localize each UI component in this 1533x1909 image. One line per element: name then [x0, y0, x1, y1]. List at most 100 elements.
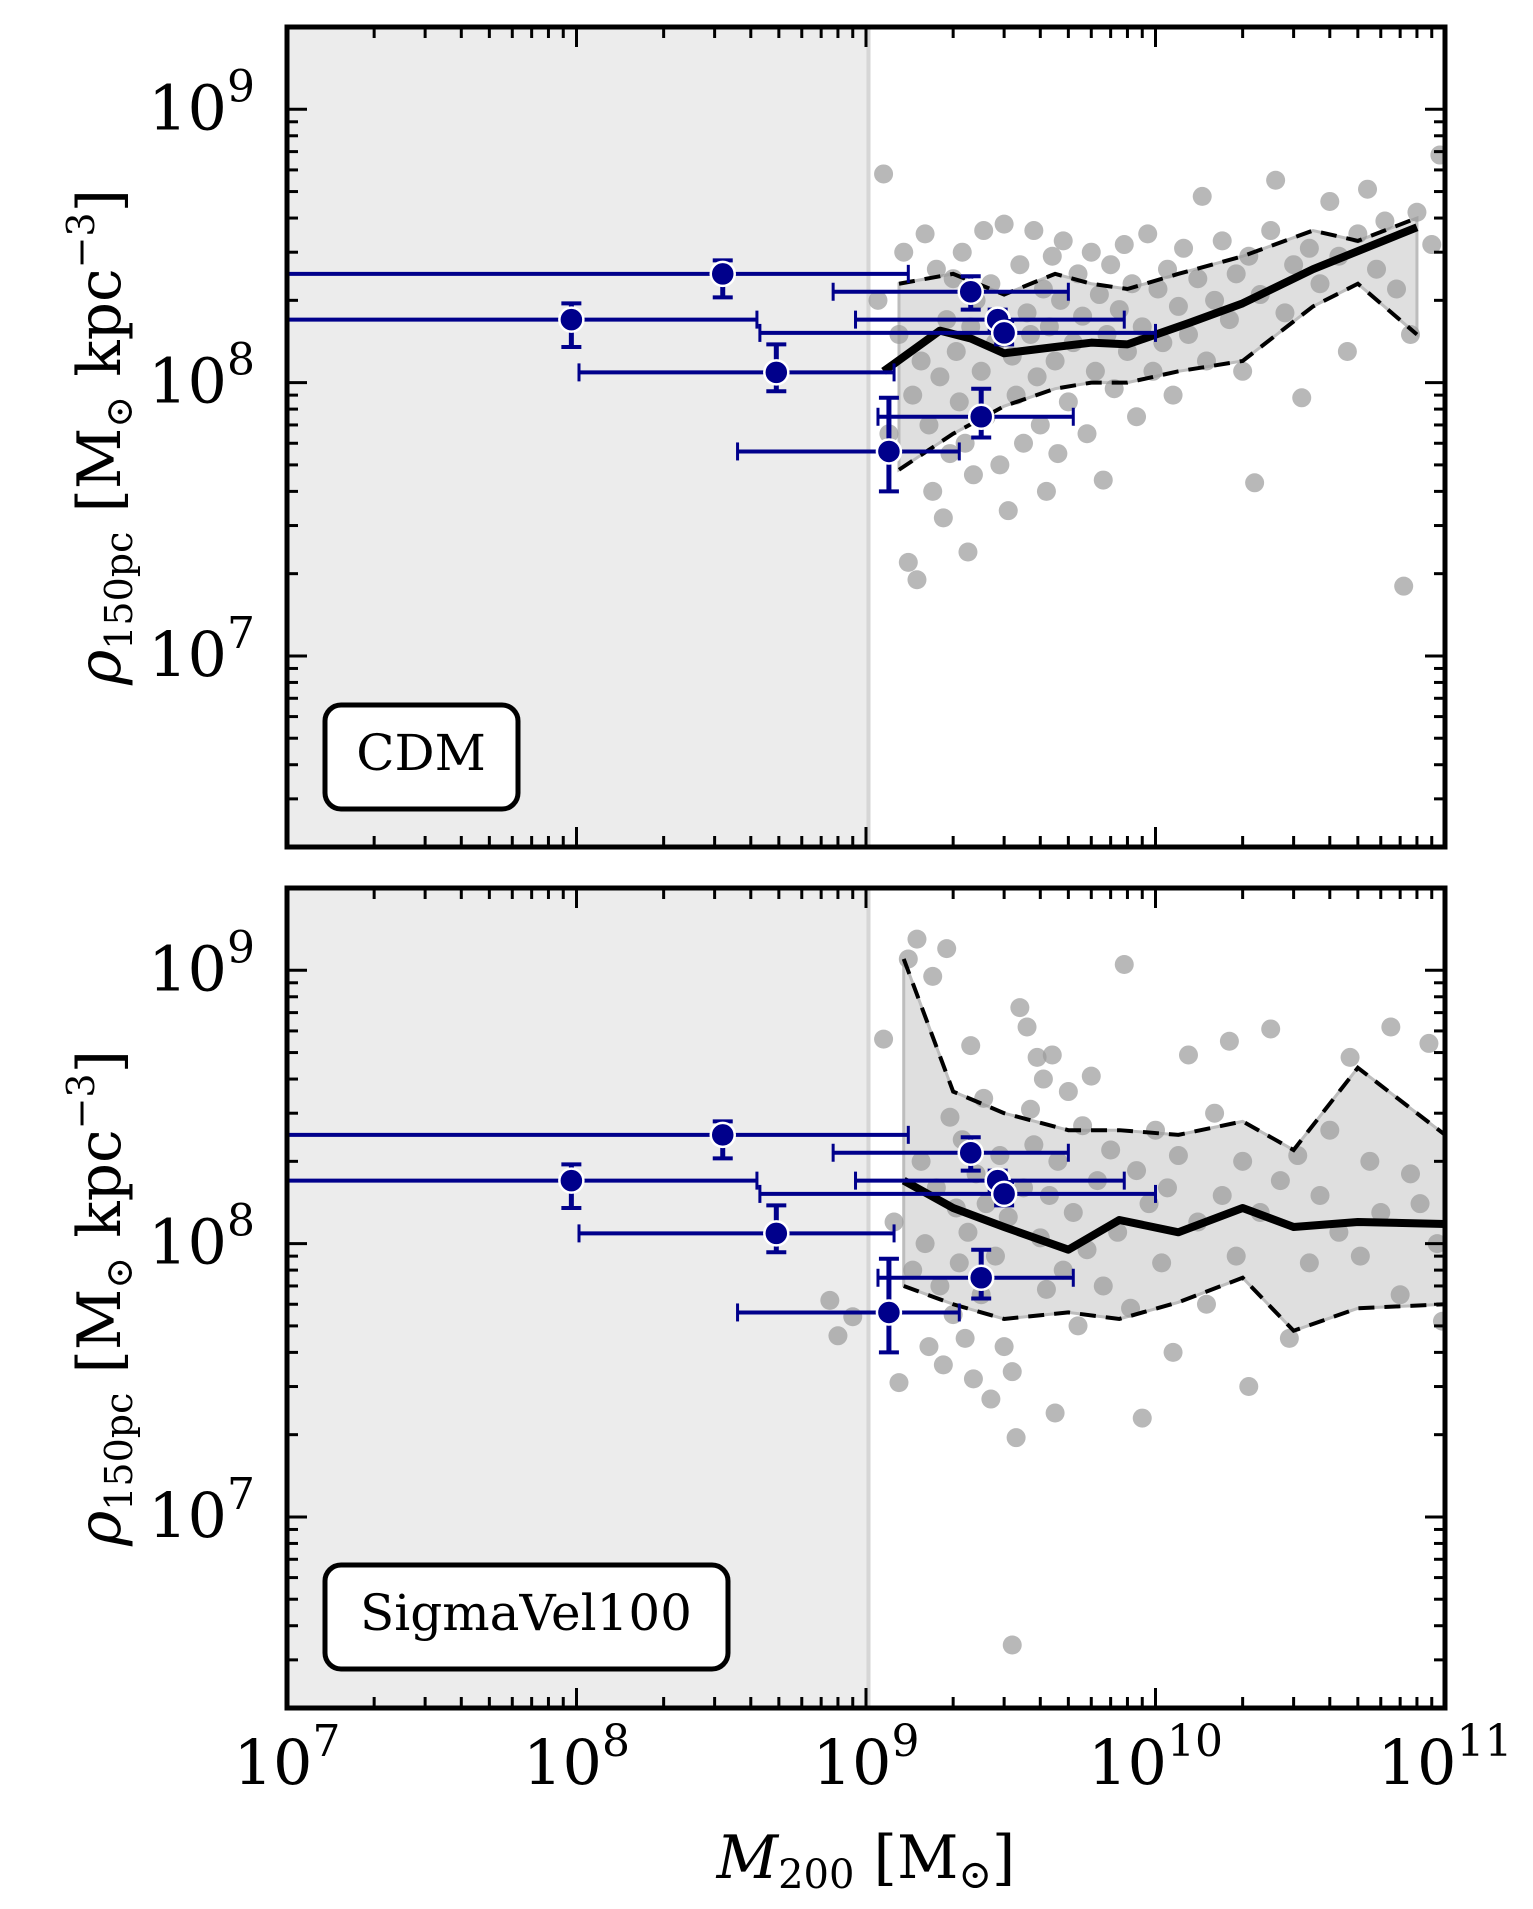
- simulation-point: [1367, 259, 1387, 279]
- simulation-point: [1010, 255, 1030, 275]
- y-tick-label: 109: [148, 922, 255, 1005]
- simulation-point: [1266, 170, 1286, 190]
- observed-marker: [957, 278, 984, 305]
- observed-galaxy: [577, 342, 896, 394]
- simulation-point: [907, 570, 927, 590]
- observed-galaxy: [876, 1247, 1075, 1301]
- simulation-point: [1400, 324, 1420, 344]
- upper-percentile-line: [901, 958, 1445, 1153]
- simulation-point: [915, 1234, 935, 1254]
- observed-marker: [709, 1121, 736, 1149]
- observed-marker: [967, 403, 995, 431]
- simulation-point: [898, 552, 918, 572]
- simulation-point: [903, 1260, 923, 1280]
- simulation-point: [1358, 179, 1378, 199]
- simulation-point: [963, 1369, 983, 1389]
- observed-galaxy: [287, 1162, 759, 1210]
- simulation-point: [1320, 191, 1340, 211]
- simulation-point: [1340, 1047, 1360, 1067]
- simulation-point: [889, 1373, 909, 1393]
- observed-marker: [709, 260, 736, 288]
- observed-marker: [558, 1167, 585, 1194]
- simulation-point: [933, 1355, 953, 1375]
- simulation-point: [1390, 1285, 1410, 1305]
- observed-galaxy: [287, 258, 910, 300]
- simulation-point: [1027, 1047, 1047, 1067]
- simulation-point: [1233, 361, 1253, 381]
- simulation-point: [1219, 1031, 1239, 1051]
- observed-marker: [990, 1180, 1018, 1208]
- simulation-point: [1101, 255, 1121, 275]
- simulation-point: [1152, 1253, 1172, 1273]
- x-tick-label: 109: [813, 1716, 920, 1799]
- simulation-point: [1212, 1185, 1232, 1205]
- simulation-point: [1081, 242, 1101, 262]
- simulation-point: [1375, 211, 1395, 231]
- simulation-point: [1394, 576, 1414, 596]
- simulation-point: [1226, 264, 1246, 284]
- observed-galaxy: [758, 319, 1157, 347]
- simulation-point: [911, 351, 931, 371]
- simulation-point: [1073, 1116, 1093, 1136]
- simulation-point: [915, 224, 935, 244]
- simulation-point: [919, 415, 939, 435]
- simulation-point: [952, 242, 972, 262]
- simulation-point: [1027, 367, 1047, 387]
- panel-label-box: CDM: [322, 702, 521, 812]
- simulation-point: [1292, 388, 1312, 408]
- simulation-point: [1226, 1246, 1246, 1266]
- simulation-point: [1350, 1246, 1370, 1266]
- simulation-point: [1178, 324, 1198, 344]
- lower-percentile-line: [897, 281, 1419, 472]
- svg-text:ρ150pc [M⊙ kpc−3]: ρ150pc [M⊙ kpc−3]: [59, 189, 141, 686]
- simulation-point: [919, 1337, 939, 1357]
- simulation-point: [1042, 246, 1062, 266]
- simulation-point: [971, 361, 991, 381]
- simulation-point: [1163, 1342, 1183, 1362]
- simulation-point: [958, 542, 978, 562]
- simulation-point: [1432, 1311, 1445, 1331]
- median-line: [901, 1177, 1445, 1254]
- simulation-point: [1212, 231, 1232, 251]
- simulation-point: [1053, 231, 1073, 251]
- simulation-point: [1178, 1045, 1198, 1065]
- simulation-point: [1058, 1082, 1078, 1102]
- median-line: [881, 223, 1419, 375]
- observed-galaxy: [287, 301, 759, 349]
- svg-text:M200 [M⊙]: M200 [M⊙]: [716, 1823, 1016, 1898]
- simulation-point: [1299, 1253, 1319, 1273]
- x-tick-label: 1010: [1088, 1716, 1223, 1799]
- observed-marker: [957, 1139, 984, 1166]
- observed-marker: [990, 319, 1018, 347]
- observed-galaxy: [831, 274, 1070, 312]
- simulation-point: [1109, 300, 1129, 320]
- simulation-point: [1146, 1120, 1165, 1140]
- simulation-point: [911, 1151, 931, 1171]
- simulation-point: [946, 341, 966, 361]
- observed-galaxy: [831, 1135, 1070, 1173]
- simulation-point: [1188, 269, 1208, 289]
- simulation-point: [874, 164, 894, 184]
- simulation-point: [930, 367, 950, 387]
- simulation-point: [937, 939, 957, 959]
- simulation-point: [949, 1253, 969, 1273]
- simulation-point: [1337, 341, 1357, 361]
- simulation-point: [1192, 186, 1212, 206]
- simulation-point: [1024, 1135, 1044, 1155]
- simulation-point: [1030, 415, 1050, 435]
- simulation-point: [1045, 1403, 1065, 1423]
- simulation-point: [940, 1107, 960, 1127]
- simulation-point: [1036, 481, 1056, 501]
- simulation-point: [884, 1212, 904, 1232]
- simulation-point: [1299, 238, 1319, 258]
- observed-galaxy: [876, 386, 1075, 440]
- simulation-point: [1174, 238, 1194, 258]
- simulation-point: [1127, 407, 1147, 427]
- observed-galaxy: [287, 1119, 910, 1161]
- simulation-point: [1275, 303, 1295, 323]
- simulation-point: [955, 1328, 975, 1348]
- simulation-point: [961, 1036, 981, 1056]
- simulation-point: [974, 221, 994, 241]
- simulation-point: [1081, 1066, 1101, 1086]
- simulation-point: [1002, 1362, 1022, 1382]
